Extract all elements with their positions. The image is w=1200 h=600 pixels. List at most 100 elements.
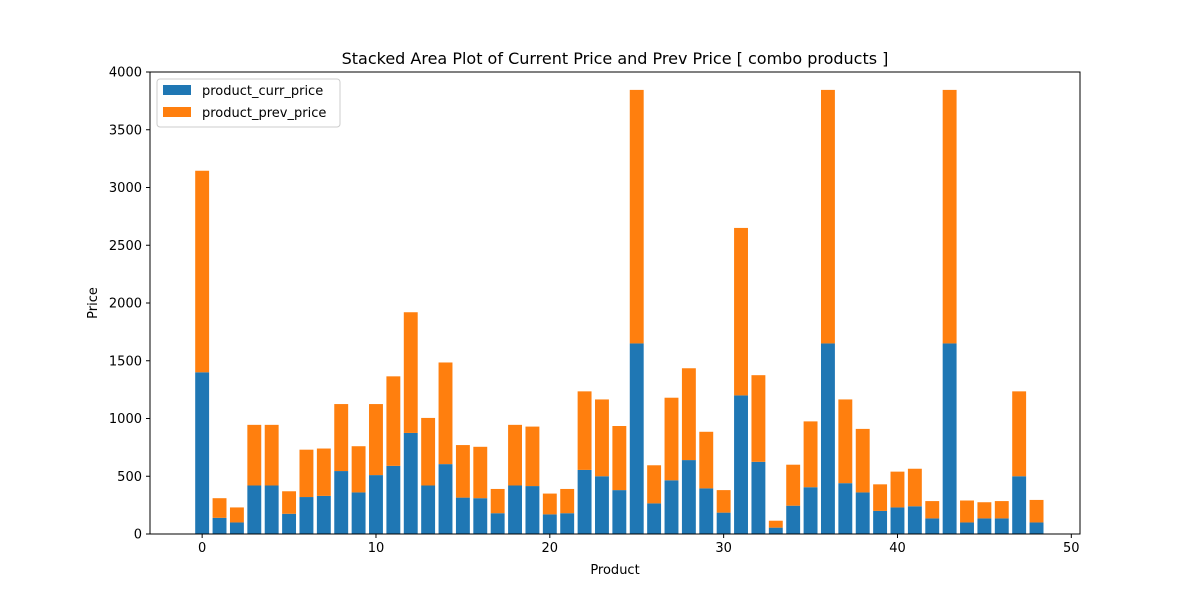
x-axis-ticks: 0 10 20 30 40 50: [198, 534, 1080, 556]
bar-prev-37: [838, 399, 853, 484]
bar-curr-43: [942, 343, 957, 534]
bar-prev-42: [925, 501, 940, 519]
x-tick-label-10: 10: [368, 541, 385, 556]
legend-label-curr-price: product_curr_price: [202, 84, 323, 99]
bar-curr-3: [247, 485, 262, 534]
y-tick-label-2000: 2000: [109, 297, 142, 312]
bar-curr-30: [716, 512, 731, 534]
bar-curr-47: [1012, 476, 1027, 534]
bar-prev-17: [490, 488, 505, 514]
legend-swatch-curr-price: [163, 85, 191, 95]
bar-curr-16: [473, 498, 488, 534]
legend-swatch-prev-price: [163, 107, 191, 117]
y-tick-label-3000: 3000: [109, 181, 142, 196]
bar-prev-43: [942, 89, 957, 344]
x-axis-label: Product: [590, 563, 639, 578]
bar-curr-0: [195, 372, 210, 534]
bar-prev-22: [577, 391, 592, 470]
bar-prev-46: [994, 501, 1009, 519]
bar-curr-36: [820, 343, 835, 534]
bar-prev-24: [612, 426, 627, 491]
bar-curr-28: [681, 460, 696, 534]
bar-curr-44: [960, 522, 974, 534]
bar-curr-21: [560, 513, 575, 534]
bar-prev-19: [525, 426, 540, 487]
bar-curr-2: [229, 522, 244, 534]
bar-prev-9: [351, 446, 366, 493]
bar-prev-27: [664, 397, 679, 481]
bar-prev-41: [907, 468, 922, 507]
y-axis-label: Price: [86, 287, 101, 319]
bar-curr-5: [282, 513, 297, 534]
bar-prev-2: [229, 507, 244, 523]
y-tick-label-2500: 2500: [109, 239, 142, 254]
bar-prev-48: [1029, 499, 1044, 523]
bar-curr-41: [907, 506, 922, 534]
bar-prev-21: [560, 488, 575, 514]
bar-curr-13: [421, 485, 436, 534]
y-tick-label-4000: 4000: [109, 66, 142, 81]
y-tick-label-1500: 1500: [109, 354, 142, 369]
bar-curr-46: [994, 518, 1009, 534]
bar-curr-22: [577, 469, 592, 534]
bar-curr-8: [334, 471, 349, 534]
bar-curr-11: [386, 465, 401, 534]
chart-title: Stacked Area Plot of Current Price and P…: [342, 49, 889, 68]
bar-prev-15: [455, 445, 470, 498]
bar-curr-17: [490, 513, 505, 534]
bar-curr-34: [786, 505, 801, 534]
bar-prev-1: [212, 498, 227, 518]
bar-prev-13: [421, 417, 436, 486]
bar-curr-37: [838, 483, 853, 534]
bar-prev-25: [629, 89, 644, 344]
bar-curr-38: [855, 492, 870, 534]
bar-prev-14: [438, 362, 453, 465]
bar-curr-42: [925, 518, 940, 534]
bar-prev-0: [195, 170, 210, 373]
bar-prev-18: [508, 424, 522, 486]
bar-curr-19: [525, 486, 540, 534]
x-tick-label-30: 30: [715, 541, 732, 556]
bar-curr-9: [351, 492, 366, 534]
legend-frame: [156, 78, 341, 128]
bar-curr-12: [403, 432, 418, 534]
bar-prev-23: [595, 399, 609, 477]
bar-curr-26: [647, 503, 662, 534]
bar-prev-30: [716, 490, 731, 513]
bar-curr-45: [977, 518, 992, 534]
bar-curr-14: [438, 464, 453, 534]
bar-curr-33: [768, 527, 783, 534]
bar-prev-44: [960, 500, 974, 523]
bar-prev-39: [873, 484, 888, 511]
bar-curr-4: [264, 485, 279, 534]
bar-curr-18: [508, 485, 522, 534]
bar-prev-4: [264, 424, 279, 486]
y-tick-label-1000: 1000: [109, 412, 142, 427]
bar-prev-36: [820, 89, 835, 344]
bar-curr-20: [542, 514, 557, 534]
bar-prev-8: [334, 404, 349, 472]
y-axis-ticks: 0 500 1000 1500 2000 2500 3000 3500 4000: [109, 66, 150, 543]
bar-curr-10: [369, 475, 383, 534]
bar-prev-35: [803, 421, 818, 488]
bar-curr-35: [803, 487, 818, 534]
bar-prev-47: [1012, 391, 1027, 477]
bar-prev-5: [282, 491, 297, 514]
bar-curr-31: [734, 395, 748, 534]
bar-prev-20: [542, 493, 557, 515]
bar-prev-11: [386, 376, 401, 466]
bar-curr-48: [1029, 522, 1044, 534]
bar-prev-45: [977, 502, 992, 519]
bar-curr-15: [455, 497, 470, 534]
bar-prev-16: [473, 446, 488, 499]
legend-label-prev-price: product_prev_price: [202, 106, 326, 121]
bar-curr-29: [699, 488, 714, 534]
bar-prev-31: [734, 227, 748, 396]
bars-group: [195, 89, 1044, 534]
bar-prev-3: [247, 424, 262, 486]
x-tick-label-40: 40: [889, 541, 906, 556]
bar-prev-34: [786, 464, 801, 506]
bar-curr-39: [873, 510, 888, 534]
y-tick-label-3500: 3500: [109, 123, 142, 138]
